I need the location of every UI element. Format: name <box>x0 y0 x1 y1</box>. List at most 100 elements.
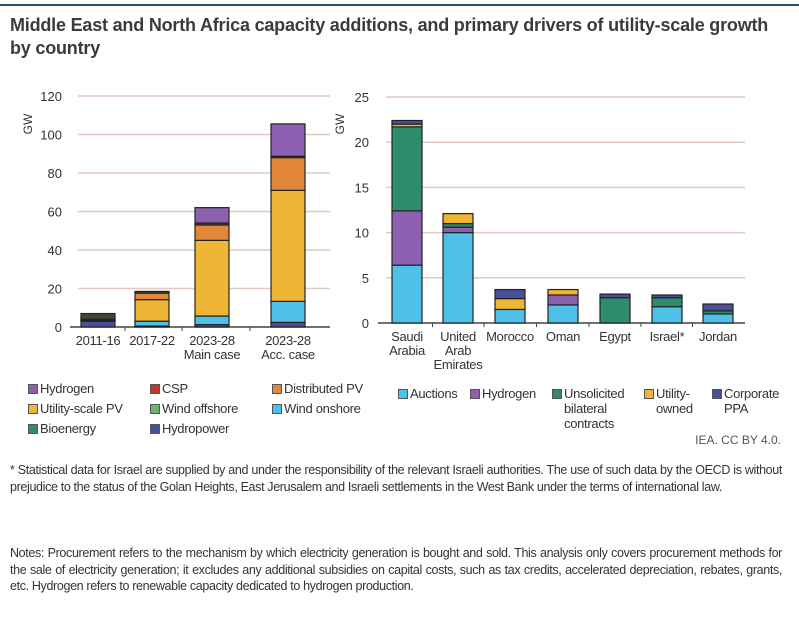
legend-label-line: Hydrogen <box>40 381 94 396</box>
bar-segment-wind-onshore <box>194 315 230 326</box>
x-tick-label: Oman <box>546 329 580 344</box>
legend-label-line: contracts <box>564 416 615 431</box>
y-axis-label: GW <box>21 113 35 134</box>
legend-swatch <box>150 404 160 414</box>
legend-item: Bioenergy <box>28 421 96 436</box>
legend-label: Auctions <box>410 386 458 401</box>
bar-segment-utility-owned <box>494 297 526 311</box>
bar-segment-corporate-ppa <box>651 294 683 299</box>
legend-swatch <box>272 404 282 414</box>
bar-segment-wind-onshore <box>134 320 170 327</box>
legend-label-line: bilateral <box>564 401 607 416</box>
y-axis-label: GW <box>333 113 347 134</box>
legend-item: Utility-owned <box>644 386 693 416</box>
legend-label-line: Unsolicited <box>564 386 625 401</box>
legend-label-line: Hydrogen <box>482 386 536 401</box>
bar-segment-hydropower <box>80 320 116 328</box>
legend-label: CSP <box>162 381 188 396</box>
y-tick-label: 100 <box>40 128 62 143</box>
legend-label-line: Utility-scale PV <box>40 401 123 416</box>
x-tick-label: 2023-28 <box>265 333 311 348</box>
bar-segment-hydrogen <box>270 123 306 157</box>
y-tick-label: 5 <box>362 271 369 286</box>
legend-label: Hydrogen <box>40 381 94 396</box>
legend-label-line: Auctions <box>410 386 458 401</box>
bar-segment-hydrogen <box>194 207 230 224</box>
bar-segment-unsolicited-bilateral-contracts <box>599 297 631 324</box>
x-tick-label: 2011-16 <box>76 333 121 348</box>
legend-swatch <box>552 389 562 399</box>
legend-label: Wind offshore <box>162 401 238 416</box>
x-tick-label: Main case <box>184 347 241 362</box>
bar-segment-hydropower <box>270 321 306 328</box>
y-tick-label: 15 <box>355 180 369 195</box>
legend-item: CSP <box>150 381 188 396</box>
legend-swatch <box>28 404 38 414</box>
x-tick-label: Emirates <box>434 357 484 372</box>
bar-segment-auctions <box>391 264 423 324</box>
legend-item: Unsolicited bilateral contracts <box>552 386 625 431</box>
bar-segment-csp <box>134 290 170 294</box>
bar-segment-utility-scale-pv <box>194 239 230 317</box>
legend-item: Distributed PV <box>272 381 363 396</box>
legend-item: Hydropower <box>150 421 229 436</box>
y-tick-label: 80 <box>48 166 62 181</box>
y-tick-label: 40 <box>48 243 62 258</box>
bar-segment-unsolicited-bilateral-contracts <box>391 126 423 212</box>
bar-segment-utility-scale-pv <box>134 299 170 322</box>
bar-segment-auctions <box>442 232 474 324</box>
legend-item: Utility-scale PV <box>28 401 123 416</box>
legend-label-line: PPA <box>724 401 749 416</box>
legend-label-line: Wind offshore <box>162 401 239 416</box>
credit: IEA. CC BY 4.0. <box>695 433 781 447</box>
top-rule <box>0 4 799 6</box>
bar-segment-corporate-ppa <box>494 288 526 300</box>
bar-segment-wind-onshore <box>270 300 306 323</box>
legend-label: Corporate PPA <box>724 386 779 416</box>
legend-swatch <box>272 384 282 394</box>
x-tick-label: Saudi <box>391 329 423 344</box>
x-tick-label: United <box>440 329 476 344</box>
bar-segment-distributed-pv <box>194 224 230 241</box>
bar-segment-auctions <box>547 304 579 324</box>
legend-label-line: Wind onshore <box>284 401 361 416</box>
legend-swatch <box>150 384 160 394</box>
bar-segment-hydrogen <box>547 294 579 306</box>
legend-label-line: CSP <box>162 381 188 396</box>
bar-segment-csp <box>80 312 116 320</box>
bar-segment-corporate-ppa <box>599 293 631 299</box>
legend-swatch <box>712 389 722 399</box>
x-tick-label: Morocco <box>486 329 534 344</box>
bar-segment-hydrogen <box>442 226 474 234</box>
bar-segment-distributed-pv <box>134 292 170 301</box>
y-tick-label: 20 <box>48 282 62 297</box>
legend-label: Distributed PV <box>284 381 363 396</box>
bar-segment-utility-owned <box>547 288 579 296</box>
x-tick-label: Acc. case <box>261 347 315 362</box>
legend-label-line: Hydropower <box>162 421 230 436</box>
y-tick-label: 25 <box>355 90 369 105</box>
legend-label-line: Utility- <box>656 386 690 401</box>
legend-label: Hydrogen <box>482 386 536 401</box>
legend-item: Wind onshore <box>272 401 361 416</box>
x-tick-label: Arab <box>445 343 471 358</box>
legend-label-line: Corporate <box>724 386 780 401</box>
x-tick-label: Egypt <box>599 329 631 344</box>
legend-label-line: Bioenergy <box>40 421 96 436</box>
legend-item: Hydrogen <box>28 381 94 396</box>
y-tick-label: 20 <box>355 135 369 150</box>
legend-label-line: owned <box>656 401 693 416</box>
bar-segment-auctions <box>651 306 683 324</box>
footnote: * Statistical data for Israel are suppli… <box>10 463 782 494</box>
bar-segment-hydrogen <box>391 210 423 266</box>
legend-swatch <box>150 424 160 434</box>
y-tick-label: 120 <box>40 89 62 104</box>
legend-label: Utility-owned <box>656 386 693 416</box>
chart-title: Middle East and North Africa capacity ad… <box>10 15 769 58</box>
legend-item: Corporate PPA <box>712 386 779 416</box>
x-tick-label: 2017-22 <box>129 333 175 348</box>
bar-segment-corporate-ppa <box>391 119 423 125</box>
y-tick-label: 0 <box>55 320 62 335</box>
bar-segment-distributed-pv <box>270 157 306 191</box>
